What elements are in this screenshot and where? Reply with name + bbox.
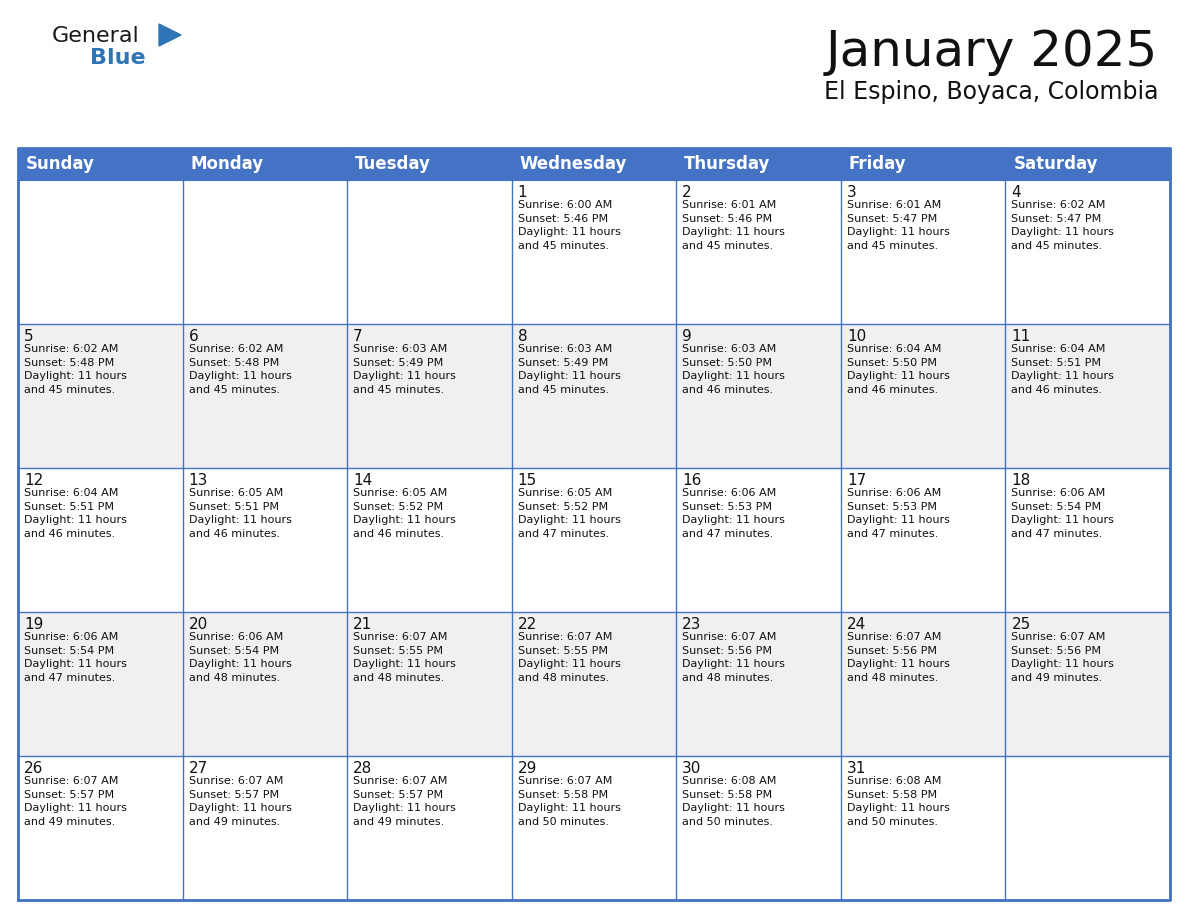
Text: Sunrise: 6:07 AM
Sunset: 5:55 PM
Daylight: 11 hours
and 48 minutes.: Sunrise: 6:07 AM Sunset: 5:55 PM Dayligh… (353, 632, 456, 683)
Text: 12: 12 (24, 473, 43, 488)
Text: Sunrise: 6:06 AM
Sunset: 5:54 PM
Daylight: 11 hours
and 48 minutes.: Sunrise: 6:06 AM Sunset: 5:54 PM Dayligh… (189, 632, 291, 683)
Text: Sunrise: 6:03 AM
Sunset: 5:50 PM
Daylight: 11 hours
and 46 minutes.: Sunrise: 6:03 AM Sunset: 5:50 PM Dayligh… (682, 344, 785, 395)
Text: Sunday: Sunday (26, 155, 95, 173)
Text: 8: 8 (518, 329, 527, 344)
Text: Sunrise: 6:06 AM
Sunset: 5:53 PM
Daylight: 11 hours
and 47 minutes.: Sunrise: 6:06 AM Sunset: 5:53 PM Dayligh… (682, 488, 785, 539)
Text: 4: 4 (1011, 185, 1020, 200)
Text: 28: 28 (353, 761, 372, 776)
Text: Sunrise: 6:07 AM
Sunset: 5:58 PM
Daylight: 11 hours
and 50 minutes.: Sunrise: 6:07 AM Sunset: 5:58 PM Dayligh… (518, 776, 620, 827)
Bar (18, 148, 1170, 180)
Text: Sunrise: 6:03 AM
Sunset: 5:49 PM
Daylight: 11 hours
and 45 minutes.: Sunrise: 6:03 AM Sunset: 5:49 PM Dayligh… (353, 344, 456, 395)
Text: Sunrise: 6:07 AM
Sunset: 5:56 PM
Daylight: 11 hours
and 48 minutes.: Sunrise: 6:07 AM Sunset: 5:56 PM Dayligh… (682, 632, 785, 683)
Text: Sunrise: 6:00 AM
Sunset: 5:46 PM
Daylight: 11 hours
and 45 minutes.: Sunrise: 6:00 AM Sunset: 5:46 PM Dayligh… (518, 200, 620, 251)
Text: Sunrise: 6:04 AM
Sunset: 5:50 PM
Daylight: 11 hours
and 46 minutes.: Sunrise: 6:04 AM Sunset: 5:50 PM Dayligh… (847, 344, 949, 395)
Text: Tuesday: Tuesday (355, 155, 431, 173)
Text: 9: 9 (682, 329, 693, 344)
Text: 18: 18 (1011, 473, 1031, 488)
Text: Sunrise: 6:01 AM
Sunset: 5:46 PM
Daylight: 11 hours
and 45 minutes.: Sunrise: 6:01 AM Sunset: 5:46 PM Dayligh… (682, 200, 785, 251)
Text: 22: 22 (518, 617, 537, 632)
Bar (18, 756, 1170, 900)
Text: Sunrise: 6:07 AM
Sunset: 5:56 PM
Daylight: 11 hours
and 48 minutes.: Sunrise: 6:07 AM Sunset: 5:56 PM Dayligh… (847, 632, 949, 683)
Text: January 2025: January 2025 (826, 28, 1158, 76)
Text: Sunrise: 6:05 AM
Sunset: 5:52 PM
Daylight: 11 hours
and 47 minutes.: Sunrise: 6:05 AM Sunset: 5:52 PM Dayligh… (518, 488, 620, 539)
Text: 21: 21 (353, 617, 372, 632)
Text: Monday: Monday (190, 155, 264, 173)
Text: Sunrise: 6:06 AM
Sunset: 5:53 PM
Daylight: 11 hours
and 47 minutes.: Sunrise: 6:06 AM Sunset: 5:53 PM Dayligh… (847, 488, 949, 539)
Text: 11: 11 (1011, 329, 1031, 344)
Text: Sunrise: 6:06 AM
Sunset: 5:54 PM
Daylight: 11 hours
and 47 minutes.: Sunrise: 6:06 AM Sunset: 5:54 PM Dayligh… (24, 632, 127, 683)
Text: Sunrise: 6:02 AM
Sunset: 5:48 PM
Daylight: 11 hours
and 45 minutes.: Sunrise: 6:02 AM Sunset: 5:48 PM Dayligh… (24, 344, 127, 395)
Text: El Espino, Boyaca, Colombia: El Espino, Boyaca, Colombia (823, 80, 1158, 104)
Text: General: General (52, 26, 140, 46)
Text: Sunrise: 6:05 AM
Sunset: 5:52 PM
Daylight: 11 hours
and 46 minutes.: Sunrise: 6:05 AM Sunset: 5:52 PM Dayligh… (353, 488, 456, 539)
Text: Sunrise: 6:05 AM
Sunset: 5:51 PM
Daylight: 11 hours
and 46 minutes.: Sunrise: 6:05 AM Sunset: 5:51 PM Dayligh… (189, 488, 291, 539)
Text: Thursday: Thursday (684, 155, 771, 173)
Text: Sunrise: 6:02 AM
Sunset: 5:47 PM
Daylight: 11 hours
and 45 minutes.: Sunrise: 6:02 AM Sunset: 5:47 PM Dayligh… (1011, 200, 1114, 251)
Bar (18, 180, 1170, 324)
Text: Sunrise: 6:03 AM
Sunset: 5:49 PM
Daylight: 11 hours
and 45 minutes.: Sunrise: 6:03 AM Sunset: 5:49 PM Dayligh… (518, 344, 620, 395)
Text: 24: 24 (847, 617, 866, 632)
Text: Sunrise: 6:07 AM
Sunset: 5:57 PM
Daylight: 11 hours
and 49 minutes.: Sunrise: 6:07 AM Sunset: 5:57 PM Dayligh… (353, 776, 456, 827)
Text: Sunrise: 6:07 AM
Sunset: 5:57 PM
Daylight: 11 hours
and 49 minutes.: Sunrise: 6:07 AM Sunset: 5:57 PM Dayligh… (24, 776, 127, 827)
Text: 13: 13 (189, 473, 208, 488)
Text: 25: 25 (1011, 617, 1031, 632)
Text: 7: 7 (353, 329, 362, 344)
Text: 15: 15 (518, 473, 537, 488)
Bar (18, 468, 1170, 612)
Text: Sunrise: 6:08 AM
Sunset: 5:58 PM
Daylight: 11 hours
and 50 minutes.: Sunrise: 6:08 AM Sunset: 5:58 PM Dayligh… (847, 776, 949, 827)
Text: 23: 23 (682, 617, 702, 632)
Text: Sunrise: 6:04 AM
Sunset: 5:51 PM
Daylight: 11 hours
and 46 minutes.: Sunrise: 6:04 AM Sunset: 5:51 PM Dayligh… (24, 488, 127, 539)
Text: Sunrise: 6:07 AM
Sunset: 5:55 PM
Daylight: 11 hours
and 48 minutes.: Sunrise: 6:07 AM Sunset: 5:55 PM Dayligh… (518, 632, 620, 683)
Text: 1: 1 (518, 185, 527, 200)
Text: Sunrise: 6:06 AM
Sunset: 5:54 PM
Daylight: 11 hours
and 47 minutes.: Sunrise: 6:06 AM Sunset: 5:54 PM Dayligh… (1011, 488, 1114, 539)
Text: 27: 27 (189, 761, 208, 776)
Polygon shape (159, 24, 181, 46)
Text: Sunrise: 6:04 AM
Sunset: 5:51 PM
Daylight: 11 hours
and 46 minutes.: Sunrise: 6:04 AM Sunset: 5:51 PM Dayligh… (1011, 344, 1114, 395)
Text: 30: 30 (682, 761, 702, 776)
Text: 20: 20 (189, 617, 208, 632)
Text: Sunrise: 6:07 AM
Sunset: 5:56 PM
Daylight: 11 hours
and 49 minutes.: Sunrise: 6:07 AM Sunset: 5:56 PM Dayligh… (1011, 632, 1114, 683)
Text: 29: 29 (518, 761, 537, 776)
Text: 19: 19 (24, 617, 44, 632)
Text: Saturday: Saturday (1013, 155, 1098, 173)
Text: Sunrise: 6:08 AM
Sunset: 5:58 PM
Daylight: 11 hours
and 50 minutes.: Sunrise: 6:08 AM Sunset: 5:58 PM Dayligh… (682, 776, 785, 827)
Text: 5: 5 (24, 329, 33, 344)
Text: Friday: Friday (849, 155, 906, 173)
Bar (18, 324, 1170, 468)
Text: Wednesday: Wednesday (519, 155, 627, 173)
Text: Blue: Blue (90, 48, 146, 68)
Text: 31: 31 (847, 761, 866, 776)
Text: 6: 6 (189, 329, 198, 344)
Bar (18, 612, 1170, 756)
Text: Sunrise: 6:02 AM
Sunset: 5:48 PM
Daylight: 11 hours
and 45 minutes.: Sunrise: 6:02 AM Sunset: 5:48 PM Dayligh… (189, 344, 291, 395)
Text: 10: 10 (847, 329, 866, 344)
Text: 14: 14 (353, 473, 372, 488)
Text: 3: 3 (847, 185, 857, 200)
Text: Sunrise: 6:01 AM
Sunset: 5:47 PM
Daylight: 11 hours
and 45 minutes.: Sunrise: 6:01 AM Sunset: 5:47 PM Dayligh… (847, 200, 949, 251)
Text: Sunrise: 6:07 AM
Sunset: 5:57 PM
Daylight: 11 hours
and 49 minutes.: Sunrise: 6:07 AM Sunset: 5:57 PM Dayligh… (189, 776, 291, 827)
Text: 26: 26 (24, 761, 44, 776)
Text: 2: 2 (682, 185, 691, 200)
Text: 16: 16 (682, 473, 702, 488)
Text: 17: 17 (847, 473, 866, 488)
